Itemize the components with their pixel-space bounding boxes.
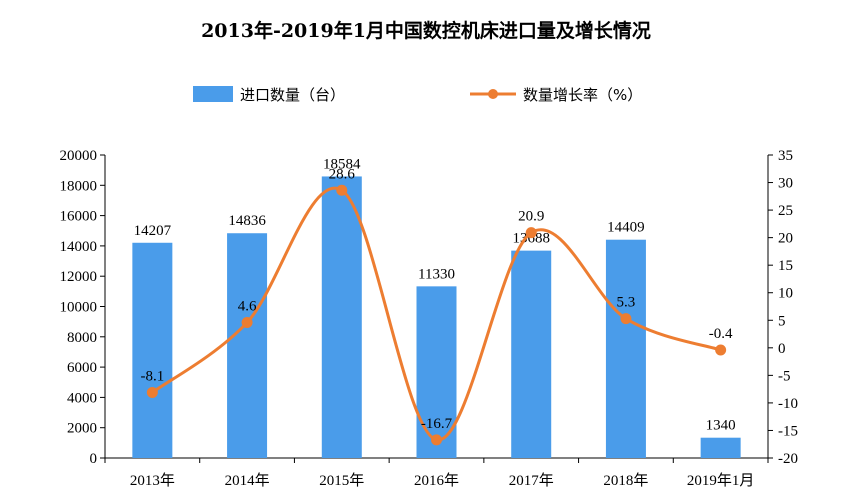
x-axis-tick-label: 2019年1月 — [687, 472, 755, 489]
right-axis-tick-label: -20 — [778, 451, 798, 467]
legend-line-label: 数量增长率（%） — [523, 86, 642, 104]
left-axis-tick-label: 0 — [90, 451, 98, 467]
line-data-label: 5.3 — [617, 295, 636, 311]
left-axis-tick-label: 16000 — [60, 209, 98, 225]
legend-bar-swatch — [193, 86, 233, 102]
bar — [511, 250, 552, 458]
bar-data-label: 14207 — [134, 223, 172, 239]
line-data-label: -8.1 — [140, 368, 164, 384]
line-data-label: 28.6 — [329, 166, 356, 182]
bar-data-label: 14409 — [607, 220, 645, 236]
legend-bar-label: 进口数量（台） — [240, 86, 345, 104]
left-axis-tick-label: 2000 — [67, 421, 97, 437]
x-axis-tick-label: 2016年 — [414, 472, 459, 489]
line-marker — [146, 386, 158, 398]
line-marker — [336, 184, 348, 196]
bar-data-label: 1340 — [706, 418, 736, 434]
legend: 进口数量（台） 数量增长率（%） — [193, 86, 642, 104]
bar — [700, 437, 741, 458]
right-axis-tick-label: 30 — [778, 176, 793, 192]
line-marker — [431, 434, 442, 446]
left-axis-tick-label: 10000 — [60, 300, 98, 316]
bar-data-label: 14836 — [228, 213, 266, 229]
bar-data-label: 11330 — [418, 266, 455, 282]
line-marker — [715, 344, 727, 356]
bar — [227, 233, 268, 458]
bar — [605, 239, 646, 458]
x-axis-tick-label: 2018年 — [603, 472, 648, 489]
bar — [321, 176, 362, 458]
line-marker — [241, 316, 253, 328]
right-axis-tick-label: 5 — [778, 313, 786, 329]
right-axis-tick-label: -10 — [778, 396, 798, 412]
right-axis-tick-label: 35 — [778, 148, 793, 164]
left-axis-tick-label: 8000 — [67, 330, 97, 346]
right-axis-tick-label: 15 — [778, 258, 793, 274]
line-data-label: 20.9 — [518, 209, 544, 225]
bar — [132, 242, 173, 458]
line-data-label: -16.7 — [421, 416, 453, 432]
chart-title: 2013年-2019年1月中国数控机床进口量及增长情况 — [201, 19, 651, 42]
left-axis-tick-label: 12000 — [60, 269, 98, 285]
x-axis-tick-label: 2017年 — [509, 472, 554, 489]
x-axis-tick-label: 2015年 — [319, 472, 364, 489]
x-axis-tick-label: 2013年 — [130, 472, 175, 489]
right-axis-tick-label: 25 — [778, 203, 793, 219]
line-marker — [620, 313, 632, 325]
left-axis-tick-label: 18000 — [60, 178, 98, 194]
right-axis-tick-label: 10 — [778, 286, 793, 302]
line-marker — [525, 227, 537, 239]
left-axis-tick-label: 20000 — [60, 148, 98, 164]
legend-line-marker — [488, 89, 498, 99]
left-axis-tick-label: 14000 — [60, 239, 98, 255]
bar-data-label: 18584 — [323, 156, 361, 172]
x-axis-tick-label: 2014年 — [225, 472, 270, 489]
right-axis-tick-label: -5 — [778, 368, 791, 384]
plot-area: 0 2000 4000 6000 8000 10000 12000 14000 16000 180… — [60, 148, 799, 489]
left-axis-tick-label: 6000 — [67, 360, 97, 376]
left-axis-tick-label: 4000 — [67, 390, 97, 406]
right-axis-tick-label: -15 — [778, 423, 798, 439]
right-axis-tick-label: 0 — [778, 341, 786, 357]
right-axis-tick-label: 20 — [778, 231, 793, 247]
line-data-label: -0.4 — [709, 326, 733, 342]
line-data-label: 4.6 — [238, 298, 257, 314]
